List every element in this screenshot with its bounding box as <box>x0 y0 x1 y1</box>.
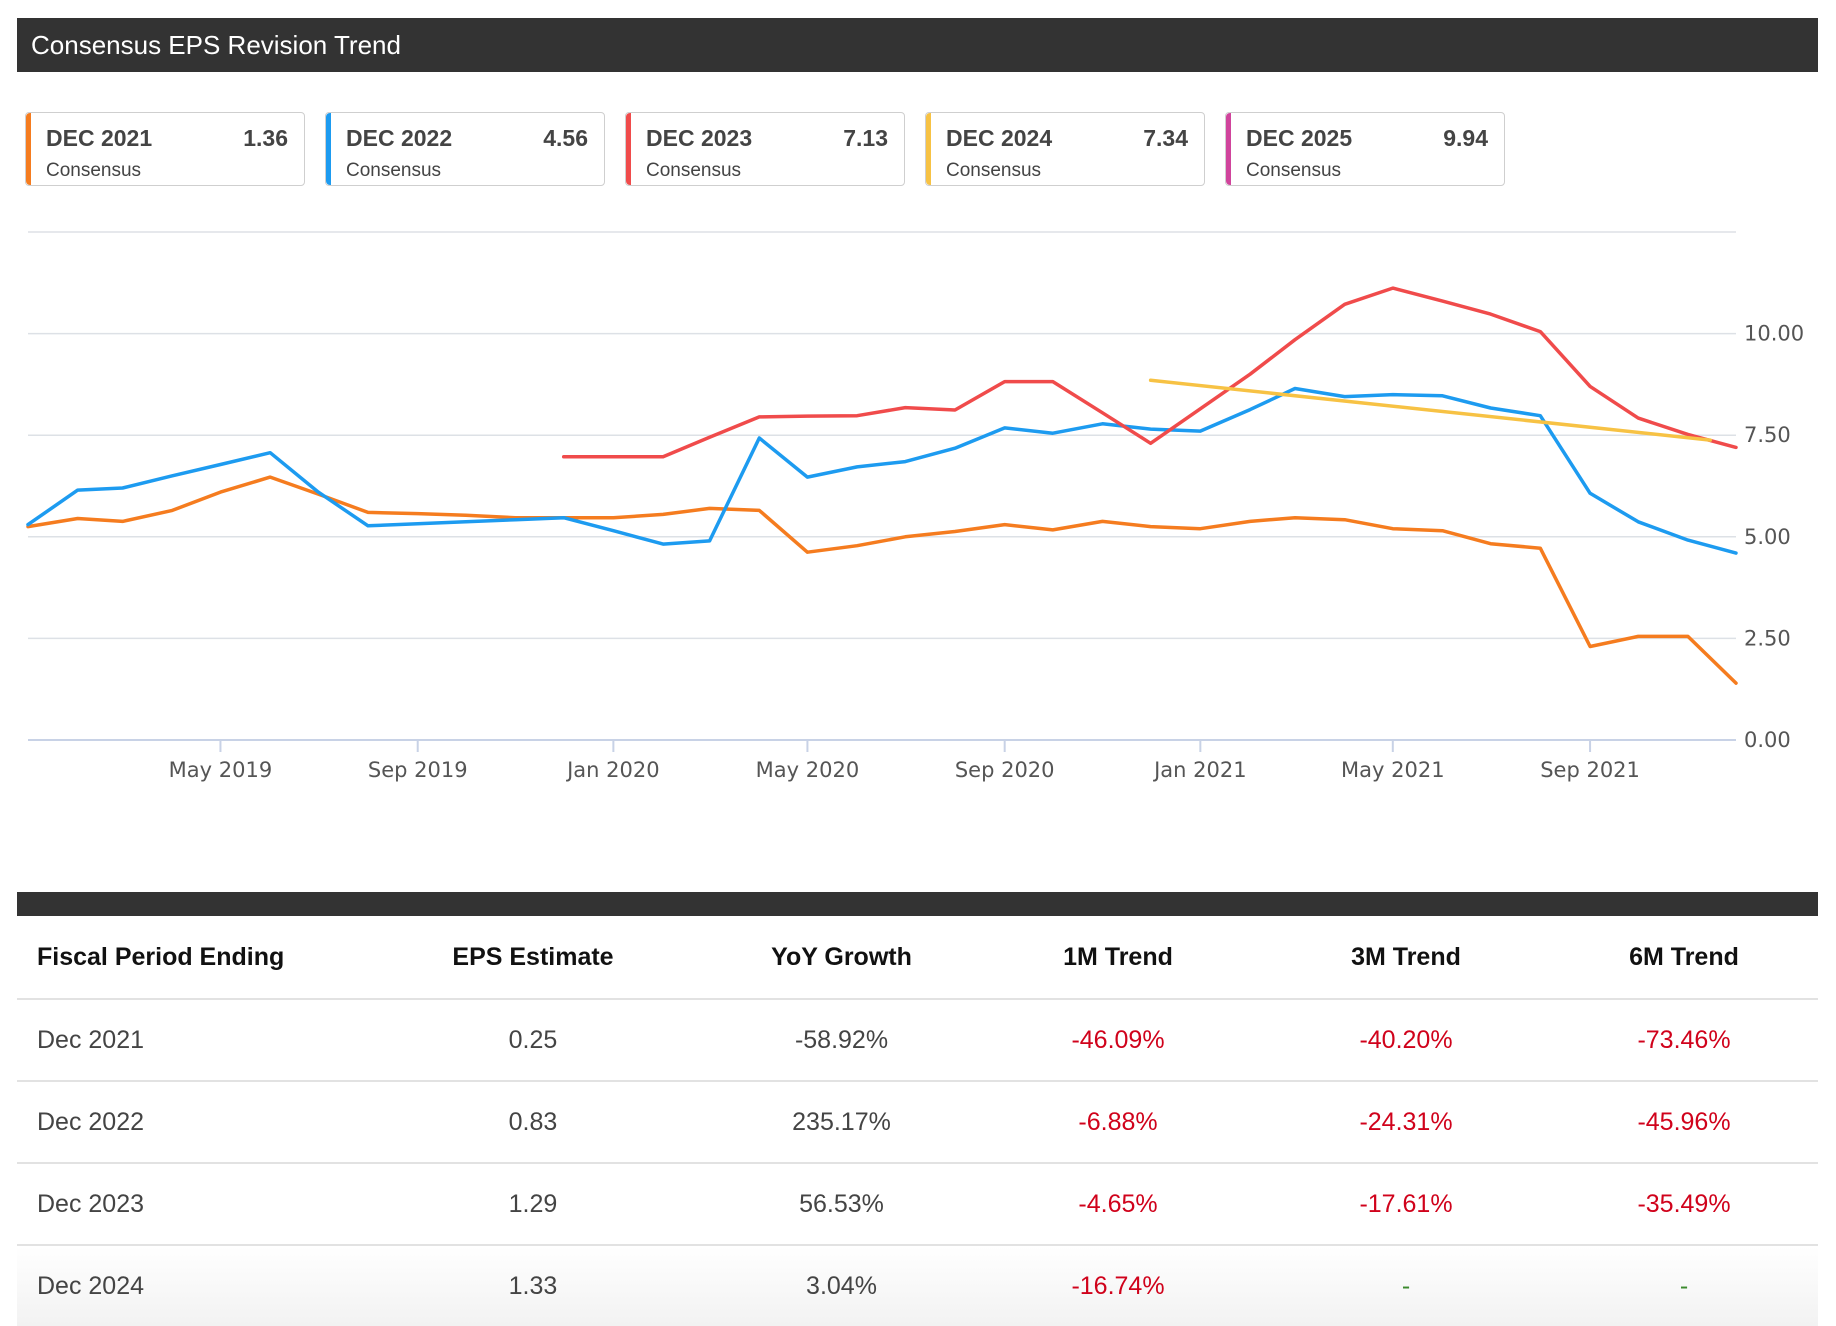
cell-fiscal-period: Dec 2024 <box>17 1245 357 1326</box>
cell-yoy-growth: 56.53% <box>709 1163 974 1246</box>
table-header-bar <box>17 892 1818 916</box>
cell-eps-estimate: 1.29 <box>357 1163 709 1246</box>
legend-color-stripe <box>926 113 931 185</box>
legend-series-sub: Consensus <box>946 160 1042 181</box>
cell-fiscal-period: Dec 2023 <box>17 1163 357 1246</box>
y-tick-label: 5.00 <box>1744 525 1791 549</box>
x-tick-label: Sep 2019 <box>368 758 468 782</box>
y-tick-label: 2.50 <box>1744 626 1791 650</box>
cell-1m-trend: -6.88% <box>974 1081 1262 1164</box>
legend-card-dec-2025[interactable]: DEC 2025 9.94 Consensus <box>1225 112 1505 186</box>
cell-3m-trend: - <box>1262 1245 1550 1326</box>
table-row: Dec 2021 0.25 -58.92% -46.09% -40.20% -7… <box>17 999 1818 1082</box>
x-tick-label: May 2019 <box>169 758 273 782</box>
cell-yoy-growth: 3.04% <box>709 1245 974 1326</box>
series-line-dec-2022 <box>26 386 1738 555</box>
legend-series-value: 7.34 <box>1143 125 1188 151</box>
legend-series-sub: Consensus <box>346 160 442 181</box>
eps-table: Fiscal Period Ending EPS Estimate YoY Gr… <box>17 916 1818 1326</box>
cell-3m-trend: -40.20% <box>1262 999 1550 1082</box>
cell-6m-trend: -45.96% <box>1550 1081 1818 1164</box>
x-tick-label: Jan 2020 <box>565 758 660 782</box>
legend-series-value: 4.56 <box>543 125 588 151</box>
table-row: Dec 2023 1.29 56.53% -4.65% -17.61% -35.… <box>17 1163 1818 1246</box>
cell-yoy-growth: 235.17% <box>709 1081 974 1164</box>
legend-series-value: 7.13 <box>843 125 888 151</box>
table-header-row: Fiscal Period Ending EPS Estimate YoY Gr… <box>17 916 1818 1000</box>
col-header-1m-trend[interactable]: 1M Trend <box>974 916 1262 1000</box>
legend-color-stripe <box>626 113 631 185</box>
cell-fiscal-period: Dec 2021 <box>17 999 357 1082</box>
legend-series-sub: Consensus <box>46 160 142 181</box>
cell-6m-trend: - <box>1550 1245 1818 1326</box>
legend-series-name: DEC 2023 <box>646 125 753 151</box>
legend-series-sub: Consensus <box>1246 160 1342 181</box>
cell-eps-estimate: 0.25 <box>357 999 709 1082</box>
cell-eps-estimate: 0.83 <box>357 1081 709 1164</box>
cell-yoy-growth: -58.92% <box>709 999 974 1082</box>
legend-series-name: DEC 2025 <box>1246 125 1353 151</box>
legend-card-dec-2024[interactable]: DEC 2024 7.34 Consensus <box>925 112 1205 186</box>
chart-title: Consensus EPS Revision Trend <box>31 30 401 60</box>
col-header-eps-estimate[interactable]: EPS Estimate <box>357 916 709 1000</box>
y-tick-label: 0.00 <box>1744 728 1791 752</box>
cell-3m-trend: -17.61% <box>1262 1163 1550 1246</box>
legend-series-value: 1.36 <box>243 125 288 151</box>
legend-color-stripe <box>326 113 331 185</box>
legend-card-dec-2023[interactable]: DEC 2023 7.13 Consensus <box>625 112 905 186</box>
cell-3m-trend: -24.31% <box>1262 1081 1550 1164</box>
y-tick-label: 7.50 <box>1744 423 1791 447</box>
col-header-3m-trend[interactable]: 3M Trend <box>1262 916 1550 1000</box>
eps-line-chart: 0.00 2.50 5.00 7.50 10.00 May 2019 Sep 2019 Jan… <box>26 231 1804 782</box>
legend-color-stripe <box>26 113 31 185</box>
series-line-dec-2021 <box>26 475 1738 685</box>
legend-series-name: DEC 2021 <box>46 125 153 151</box>
legend-series-name: DEC 2024 <box>946 125 1053 151</box>
legend-series-value: 9.94 <box>1443 125 1488 151</box>
x-tick-label: Sep 2020 <box>955 758 1055 782</box>
chart-title-bar: Consensus EPS Revision Trend <box>17 18 1818 72</box>
cell-1m-trend: -4.65% <box>974 1163 1262 1246</box>
col-header-6m-trend[interactable]: 6M Trend <box>1550 916 1818 1000</box>
cell-1m-trend: -16.74% <box>974 1245 1262 1326</box>
legend-card-dec-2021[interactable]: DEC 2021 1.36 Consensus <box>25 112 305 186</box>
x-tick-label: May 2021 <box>1341 758 1445 782</box>
table-row: Dec 2022 0.83 235.17% -6.88% -24.31% -45… <box>17 1081 1818 1164</box>
col-header-yoy-growth[interactable]: YoY Growth <box>709 916 974 1000</box>
table-row: Dec 2024 1.33 3.04% -16.74% - - <box>17 1245 1818 1326</box>
cell-eps-estimate: 1.33 <box>357 1245 709 1326</box>
series-line-dec-2024 <box>1148 378 1713 442</box>
cell-6m-trend: -35.49% <box>1550 1163 1818 1246</box>
cell-fiscal-period: Dec 2022 <box>17 1081 357 1164</box>
x-tick-label: May 2020 <box>756 758 860 782</box>
legend-series-name: DEC 2022 <box>346 125 453 151</box>
cell-1m-trend: -46.09% <box>974 999 1262 1082</box>
y-tick-label: 10.00 <box>1744 322 1804 346</box>
x-tick-label: Jan 2021 <box>1152 758 1247 782</box>
legend-color-stripe <box>1226 113 1231 185</box>
x-tick-label: Sep 2021 <box>1540 758 1640 782</box>
cell-6m-trend: -73.46% <box>1550 999 1818 1082</box>
series-line-dec-2023 <box>561 286 1738 459</box>
col-header-fiscal-period[interactable]: Fiscal Period Ending <box>17 916 357 1000</box>
legend-card-dec-2022[interactable]: DEC 2022 4.56 Consensus <box>325 112 605 186</box>
legend-series-sub: Consensus <box>646 160 742 181</box>
